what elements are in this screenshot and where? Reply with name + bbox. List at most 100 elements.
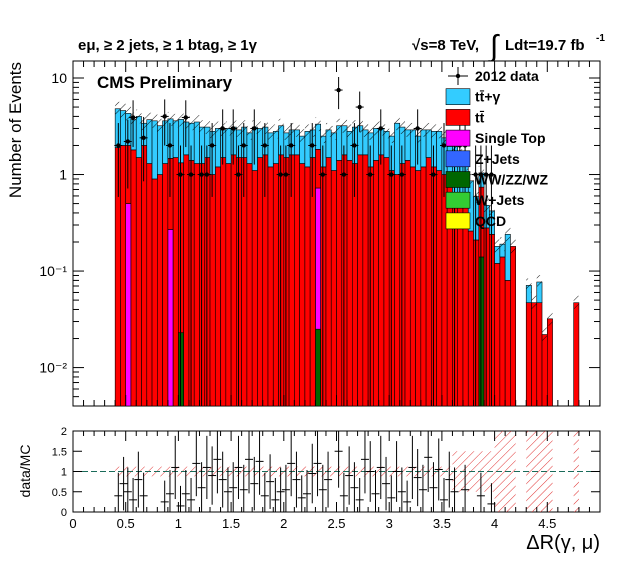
bar-tt-52 [388,170,395,406]
ratio-unc-32 [283,466,290,477]
bar-tt-11 [172,157,179,406]
uncertainty-6 [146,112,153,127]
uncertainty-24 [241,120,247,135]
uncertainty-62 [441,130,448,145]
bar-tt-19 [214,166,221,406]
legend-label-qcd: QCD [475,213,506,229]
bar-tt-32 [283,157,290,406]
bar-tt-46 [357,154,364,406]
uncertainty-48 [368,125,374,140]
y-tick-label-3: 10 [51,70,67,86]
uncertainty-40 [325,122,332,137]
ratio-unc-75 [510,431,516,512]
uncertainty-41 [331,125,337,140]
uncertainty-12 [178,112,184,127]
bar-ww-zz-wz-12 [178,332,184,406]
uncertainty-16 [199,120,205,135]
bar-tt-2 [125,145,132,204]
bar-tt-33 [288,154,295,406]
ratio-y-tick-label-1: 0.5 [52,487,67,499]
cms-preliminary-title: CMS Preliminary [97,73,233,92]
uncertainty-49 [373,121,379,136]
uncertainty-55 [405,122,411,137]
legend-swatch-tt [445,88,471,105]
bar-tt-12 [178,162,184,333]
ratio-unc-20 [220,466,226,477]
ratio-axes: 0 0.5 1 1.5 2 0 0.5 1 1.5 2 2.5 3 3.5 4 4.5 [52,426,601,531]
bar-tt-66 [462,203,469,406]
data-point-29 [389,172,394,177]
ratio-unc-49 [373,466,379,477]
ratio-unc-34 [294,466,300,477]
bar-single-top-2 [125,203,132,406]
ratio-unc-10 [167,466,174,477]
y-tick-label-1: 10⁻¹ [39,263,67,279]
bar-tt-15 [193,163,200,406]
data-point-11 [209,143,215,148]
ratio-unc-61 [436,466,442,477]
bar-tt-51 [383,157,390,406]
bar-tt-53 [394,174,401,406]
bar-tt-13 [183,154,190,406]
uncertainty-11 [173,113,179,128]
y-tick-label-2: 1 [59,167,67,183]
bar-tt-71 [489,234,495,406]
data-point-17 [262,143,268,148]
ratio-unc-3 [130,466,137,477]
data-point-9 [199,172,204,177]
data-point-26 [357,104,362,110]
ratio-unc-51 [383,466,390,477]
uncertainty-87 [573,295,579,310]
uncertainty-7 [152,113,158,128]
energy-label: √s=8 TeV, [412,37,479,54]
legend-swatch-qcd [445,212,471,230]
bar-tt-35 [299,163,306,406]
data-point-33 [441,143,447,148]
bar-single-top-10 [167,229,174,406]
bar-tt-43 [341,154,348,406]
uncertainty-81 [542,327,548,342]
x-tick-label-0: 0 [69,516,76,531]
bar-tt-44 [346,160,353,406]
bar-tt-55 [404,160,411,406]
bar-tt-21 [225,163,232,406]
x-tick-label-5: 2.5 [327,516,345,531]
uncertainty-17 [204,120,211,135]
bar-tt-68 [473,239,480,406]
uncertainty-0 [115,101,121,116]
uncertainty-10 [167,111,174,126]
uncertainty-74 [505,227,511,242]
bar-tt-79 [531,302,538,406]
ratio-unc-17 [204,466,211,477]
ratio-unc-22 [231,466,237,477]
data-point-37 [473,172,478,177]
uncertainty-56 [410,122,416,137]
uncertainty-54 [399,120,406,135]
ratio-unc-29 [267,466,274,477]
bar-tt-28 [262,154,269,406]
data-point-20 [288,143,294,148]
bar-tt-81 [541,334,548,406]
bar-tt-8 [157,125,163,175]
bar-tt-16 [199,163,206,406]
data-point-39 [483,172,489,177]
bar-tt-7 [151,120,158,180]
uncertainty-70 [484,198,490,213]
bar-tt-24 [241,157,248,406]
legend-label-single-top: Single Top [475,130,546,146]
bar-tt-72 [494,263,501,406]
uncertainty-2 [125,106,131,121]
bar-tt-14 [188,160,195,406]
uncertainty-8 [157,118,163,133]
data-point-16 [252,126,257,131]
uncertainty-75 [510,239,516,254]
uncertainty-46 [357,118,363,133]
bar-tt-22 [230,154,237,406]
uncertainty-42 [336,118,342,133]
uncertainty-45 [352,120,358,135]
ratio-unc-82 [547,431,553,512]
ratio-unc-73 [499,431,506,512]
uncertainty-18 [210,124,216,139]
data-point-23 [336,87,341,93]
